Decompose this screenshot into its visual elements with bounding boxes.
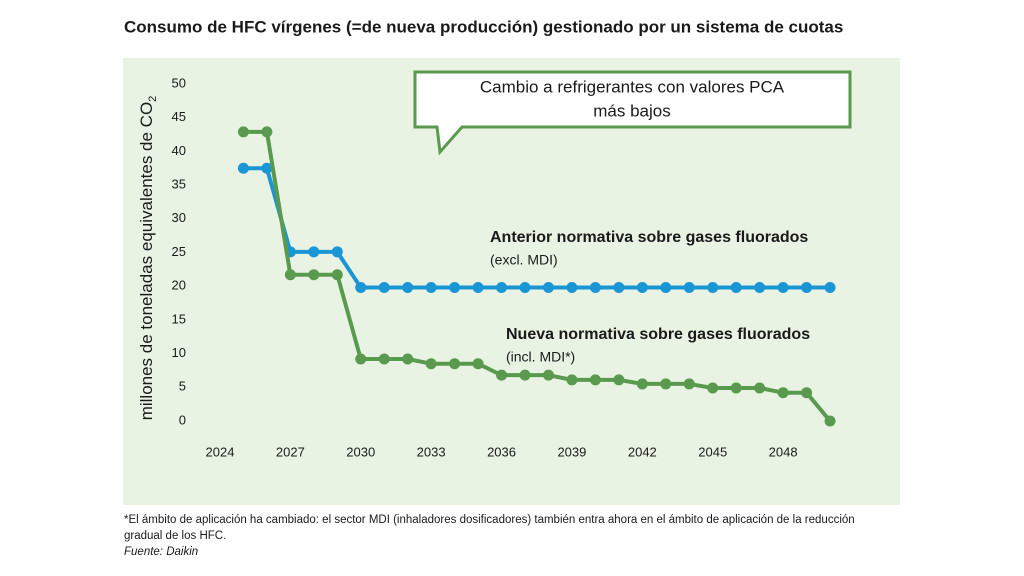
data-point: [730, 282, 742, 294]
x-tick-label: 2045: [698, 444, 727, 459]
data-point: [613, 374, 625, 386]
x-tick-label: 2048: [769, 444, 798, 459]
data-point: [707, 382, 719, 394]
data-point: [378, 353, 390, 365]
y-tick-label: 10: [172, 345, 186, 360]
data-point: [284, 269, 296, 281]
data-point: [519, 282, 531, 294]
y-axis-label-main: millones de toneladas equivalentes de CO: [137, 102, 156, 420]
data-point: [542, 282, 554, 294]
data-point: [683, 378, 695, 390]
footnote: *El ámbito de aplicación ha cambiado: el…: [124, 514, 855, 542]
data-point: [660, 282, 672, 294]
data-point: [707, 282, 719, 294]
y-tick-label: 25: [172, 244, 186, 259]
data-point: [801, 282, 813, 294]
data-point: [754, 382, 766, 394]
y-tick-label: 40: [172, 143, 186, 158]
data-point: [331, 246, 343, 258]
y-tick-label: 30: [172, 210, 186, 225]
y-axis-label-subscript: 2: [147, 96, 159, 102]
y-axis-label: millones de toneladas equivalentes de CO…: [137, 96, 158, 421]
y-tick-label: 50: [172, 75, 186, 90]
x-tick-label: 2024: [206, 444, 235, 459]
data-point: [683, 282, 695, 294]
x-tick-label: 2033: [417, 444, 446, 459]
data-point: [237, 162, 249, 174]
data-point: [613, 282, 625, 294]
data-point: [824, 282, 836, 294]
x-tick-label: 2036: [487, 444, 516, 459]
data-point: [355, 353, 367, 365]
data-point: [237, 126, 249, 138]
data-point: [777, 282, 789, 294]
data-point: [308, 246, 320, 258]
data-point: [331, 269, 343, 281]
data-point: [261, 162, 273, 174]
annotation: Cambio a refrigerantes con valores PCA: [480, 77, 785, 96]
data-point: [542, 369, 554, 381]
source: Fuente: Daikin: [124, 546, 199, 558]
annotation: más bajos: [593, 101, 670, 120]
y-tick-label: 45: [172, 109, 186, 124]
series-note: (incl. MDI*): [506, 349, 575, 365]
data-point: [801, 387, 813, 399]
x-tick-label: 2030: [346, 444, 375, 459]
data-point: [402, 282, 414, 294]
data-point: [308, 269, 320, 281]
data-point: [824, 415, 836, 427]
y-tick-label: 5: [179, 379, 186, 394]
y-tick-label: 20: [172, 278, 186, 293]
data-point: [566, 374, 578, 386]
x-tick-label: 2027: [276, 444, 305, 459]
callout-box: [413, 70, 852, 156]
x-tick-label: 2042: [628, 444, 657, 459]
data-point: [402, 353, 414, 365]
y-tick-label: 0: [179, 412, 186, 427]
data-point: [754, 282, 766, 294]
y-tick-label: 15: [172, 311, 186, 326]
data-point: [496, 282, 508, 294]
data-point: [355, 282, 367, 294]
data-point: [566, 282, 578, 294]
data-point: [449, 282, 461, 294]
data-point: [660, 378, 672, 390]
chart-title: Consumo de HFC vírgenes (=de nueva produ…: [124, 17, 843, 36]
data-point: [378, 282, 390, 294]
y-tick-label: 35: [172, 177, 186, 192]
data-point: [472, 282, 484, 294]
data-point: [425, 358, 437, 370]
data-point: [589, 374, 601, 386]
data-point: [636, 282, 648, 294]
data-point: [472, 358, 484, 370]
data-point: [261, 126, 273, 138]
data-point: [730, 382, 742, 394]
data-point: [519, 369, 531, 381]
data-point: [449, 358, 461, 370]
series-label: Anterior normativa sobre gases fluorados: [490, 229, 808, 246]
data-point: [425, 282, 437, 294]
data-point: [636, 378, 648, 390]
series-label: Nueva normativa sobre gases fluorados: [506, 326, 810, 343]
data-point: [496, 369, 508, 381]
series-note: (excl. MDI): [490, 252, 558, 268]
data-point: [777, 387, 789, 399]
x-tick-label: 2039: [557, 444, 586, 459]
data-point: [589, 282, 601, 294]
